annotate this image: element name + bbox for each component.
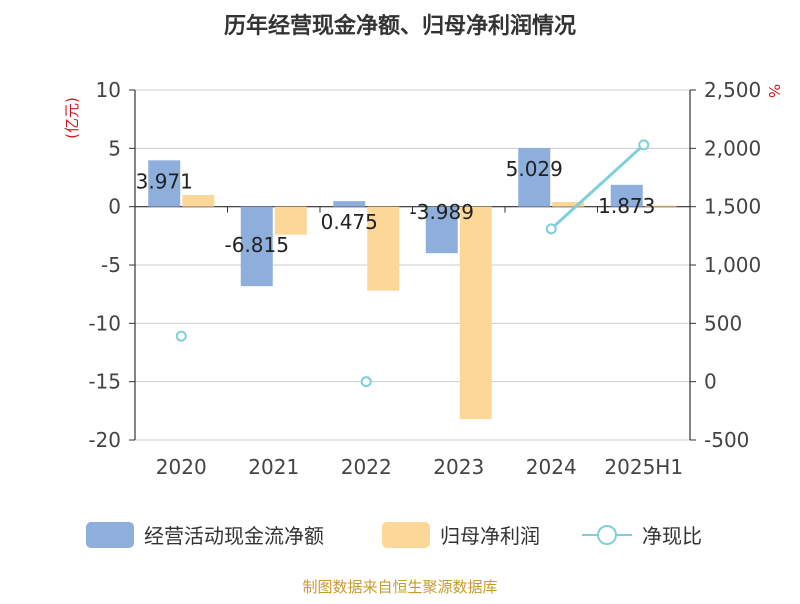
bar-cashflow <box>148 160 181 207</box>
left-axis-tick-label: -15 <box>88 370 121 394</box>
ratio-point <box>545 223 557 235</box>
right-axis-tick-label: 2,500 <box>704 78 761 102</box>
data-label-cashflow: -6.815 <box>225 233 289 257</box>
category-label: 2022 <box>341 455 392 479</box>
category-label: 2024 <box>526 455 577 479</box>
ratio-point <box>360 376 372 388</box>
bar-cashflow <box>240 206 273 287</box>
source-note: 制图数据来自恒生聚源数据库 <box>302 578 497 596</box>
ratio-line-segment <box>550 143 645 230</box>
bar-profit <box>182 195 215 207</box>
bar-profit <box>552 202 585 207</box>
category-label: 2021 <box>248 455 299 479</box>
legend: 经营活动现金流净额 归母净利润 净现比 <box>86 522 702 548</box>
data-label-cashflow: 0.475 <box>321 210 378 234</box>
legend-marker-ratio <box>597 525 617 545</box>
axes: 10 5 0 -5 -10 -15 -20 2,500 2,000 1,500 1,000 500 0 -… <box>88 78 761 479</box>
category-label: 2020 <box>156 455 207 479</box>
bar-cashflow <box>610 184 643 207</box>
right-axis-tick-label: 2,000 <box>704 136 761 160</box>
legend-label-ratio: 净现比 <box>642 524 702 548</box>
data-label-cashflow: 3.971 <box>136 169 193 193</box>
left-axis-tick-label: 0 <box>108 195 121 219</box>
left-axis-tick-label: 10 <box>96 78 121 102</box>
legend-swatch-profit <box>382 522 430 548</box>
left-axis-tick-label: -10 <box>88 311 121 335</box>
data-labels: 3.971 -6.815 0.475 -3.989 5.029 1.873 <box>136 157 656 257</box>
left-axis-tick-label: 5 <box>108 136 121 160</box>
right-axis-tick-label: 1,500 <box>704 195 761 219</box>
chart-title: 历年经营现金净额、归母净利润情况 <box>224 13 576 39</box>
bar-profit <box>459 206 492 419</box>
category-label: 2023 <box>433 455 484 479</box>
gridlines <box>135 89 690 441</box>
right-axis-tick-label: -500 <box>704 428 749 452</box>
ratio-line <box>175 139 650 388</box>
data-label-cashflow: 5.029 <box>506 157 563 181</box>
bar-cashflow <box>518 147 551 207</box>
right-axis-tick-label: 500 <box>704 311 742 335</box>
bar-cashflow <box>333 201 366 207</box>
bar-profit <box>367 206 400 291</box>
left-axis-tick-label: -5 <box>101 253 121 277</box>
left-axis-unit: (亿元) <box>63 97 81 139</box>
bar-profit <box>644 205 677 207</box>
ratio-point <box>175 330 187 342</box>
right-axis-tick-label: 1,000 <box>704 253 761 277</box>
legend-swatch-cashflow <box>86 522 134 548</box>
legend-label-profit: 归母净利润 <box>440 524 540 548</box>
data-label-cashflow: 1.873 <box>598 194 655 218</box>
right-axis-unit: % <box>765 84 783 98</box>
bars <box>148 147 677 419</box>
bar-cashflow <box>425 206 458 254</box>
ratio-point <box>638 139 650 151</box>
right-axis-tick-label: 0 <box>704 370 717 394</box>
bar-profit <box>274 206 307 235</box>
left-axis-tick-label: -20 <box>88 428 121 452</box>
category-label: 2025H1 <box>604 455 683 479</box>
data-label-cashflow: -3.989 <box>410 200 474 224</box>
legend-label-cashflow: 经营活动现金流净额 <box>144 524 324 548</box>
